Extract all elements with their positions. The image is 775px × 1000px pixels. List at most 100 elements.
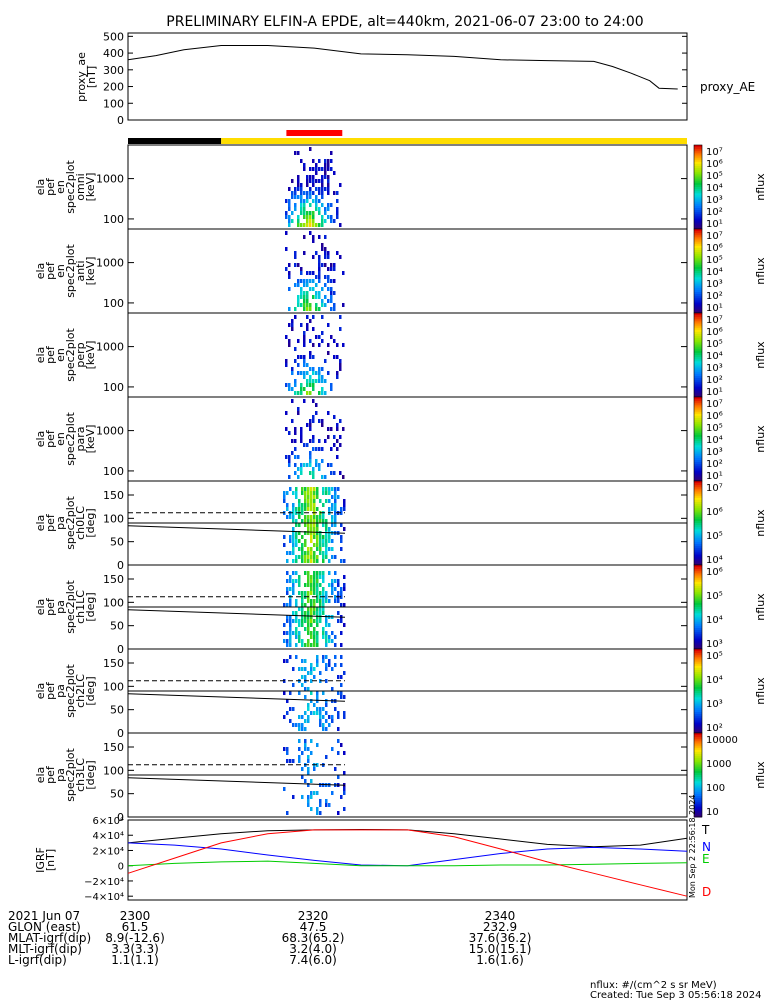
heat-cell bbox=[300, 467, 303, 471]
heat-cell bbox=[315, 207, 318, 211]
heat-cell bbox=[292, 527, 295, 531]
heat-cell bbox=[315, 275, 318, 279]
heat-cell bbox=[316, 487, 319, 491]
colorbar-tick-label: 10⁴ bbox=[706, 183, 723, 194]
heat-cell bbox=[286, 711, 289, 715]
heat-cell bbox=[325, 499, 328, 503]
y-tick-label: 100 bbox=[103, 512, 124, 525]
heat-cell bbox=[319, 591, 322, 595]
colorbar-step bbox=[694, 758, 702, 761]
heat-cell bbox=[315, 187, 318, 191]
colorbar-label: nflux bbox=[754, 677, 767, 705]
heat-cell bbox=[309, 231, 312, 235]
colorbar-tick-label: 10⁷ bbox=[706, 147, 723, 158]
heat-cell bbox=[300, 323, 303, 327]
heat-cell bbox=[310, 739, 313, 743]
colorbar-step bbox=[694, 287, 702, 291]
heat-cell bbox=[322, 707, 325, 711]
heat-cell bbox=[291, 439, 294, 443]
colorbar-step bbox=[694, 292, 702, 295]
heat-cell bbox=[310, 779, 313, 783]
heat-cell bbox=[318, 179, 321, 183]
colorbar-step bbox=[694, 329, 702, 333]
heat-cell bbox=[328, 547, 331, 551]
colorbar-step bbox=[694, 712, 702, 715]
colorbar-step bbox=[694, 665, 702, 669]
heat-cell bbox=[286, 503, 289, 507]
heat-cell bbox=[306, 215, 309, 219]
heat-cell bbox=[312, 235, 315, 239]
colorbar-step bbox=[694, 380, 702, 383]
heat-cell bbox=[313, 579, 316, 583]
heat-cell bbox=[301, 595, 304, 599]
heat-cell bbox=[304, 643, 307, 647]
colorbar-step bbox=[694, 680, 702, 684]
colorbar-step bbox=[694, 478, 702, 482]
heat-cell bbox=[328, 507, 331, 511]
heat-cell bbox=[340, 663, 343, 667]
heat-cell bbox=[297, 179, 300, 183]
heat-cell bbox=[333, 263, 336, 267]
heat-cell bbox=[336, 191, 339, 195]
heat-cell bbox=[316, 635, 319, 639]
heat-cell bbox=[327, 463, 330, 467]
heat-cell bbox=[303, 303, 306, 307]
colorbar-step bbox=[694, 670, 702, 673]
right-label: proxy_AE bbox=[700, 80, 755, 94]
heat-cell bbox=[321, 379, 324, 383]
colorbar-tick-label: 10¹ bbox=[706, 387, 723, 398]
heat-cell bbox=[327, 435, 330, 439]
heat-cell bbox=[297, 183, 300, 187]
heat-cell bbox=[337, 495, 340, 499]
heat-cell bbox=[303, 331, 306, 335]
heat-cell bbox=[310, 663, 313, 667]
heat-cell bbox=[321, 375, 324, 379]
heat-cell bbox=[295, 539, 298, 543]
heat-cell bbox=[337, 739, 340, 743]
heat-cell bbox=[340, 591, 343, 595]
heat-cell bbox=[309, 211, 312, 215]
heat-cell bbox=[292, 515, 295, 519]
heat-cell bbox=[316, 611, 319, 615]
colorbar-step bbox=[694, 283, 702, 287]
heat-cell bbox=[313, 507, 316, 511]
heat-cell bbox=[310, 559, 313, 563]
heat-cell bbox=[309, 383, 312, 387]
heat-cell bbox=[303, 251, 306, 255]
heat-cell bbox=[309, 195, 312, 199]
colorbar-step bbox=[694, 256, 702, 259]
heat-cell bbox=[301, 667, 304, 671]
heat-cell bbox=[288, 339, 291, 343]
heat-cell bbox=[316, 663, 319, 667]
heat-cell bbox=[322, 515, 325, 519]
heat-cell bbox=[330, 215, 333, 219]
colorbar-step bbox=[694, 443, 702, 446]
colorbar-step bbox=[694, 674, 702, 677]
heat-cell bbox=[318, 187, 321, 191]
y-tick-label: 150 bbox=[103, 573, 124, 586]
colorbar-tick-label: 10² bbox=[706, 723, 723, 734]
orbit-row-value: 3.2(4.0) bbox=[289, 942, 337, 956]
heat-cell bbox=[310, 611, 313, 615]
panel-frame bbox=[127, 144, 688, 230]
heat-cell bbox=[327, 371, 330, 375]
heat-cell bbox=[336, 355, 339, 359]
heat-cell bbox=[307, 803, 310, 807]
y-tick-label: 100 bbox=[103, 680, 124, 693]
colorbar-step bbox=[694, 804, 702, 807]
colorbar-step bbox=[694, 346, 702, 350]
heat-cell bbox=[334, 519, 337, 523]
heat-cell bbox=[322, 575, 325, 579]
orbit-row-value: 61.5 bbox=[122, 920, 149, 934]
heat-cell bbox=[319, 539, 322, 543]
heat-cell bbox=[304, 507, 307, 511]
heat-cell bbox=[342, 303, 345, 307]
heat-cell bbox=[327, 427, 330, 431]
colorbar-step bbox=[694, 695, 702, 698]
heat-cell bbox=[321, 175, 324, 179]
colorbar-tick-label: 10⁶ bbox=[706, 327, 723, 338]
heat-cell bbox=[295, 487, 298, 491]
colorbar-tick-label: 10¹ bbox=[706, 303, 723, 314]
colorbar-step bbox=[694, 697, 702, 700]
